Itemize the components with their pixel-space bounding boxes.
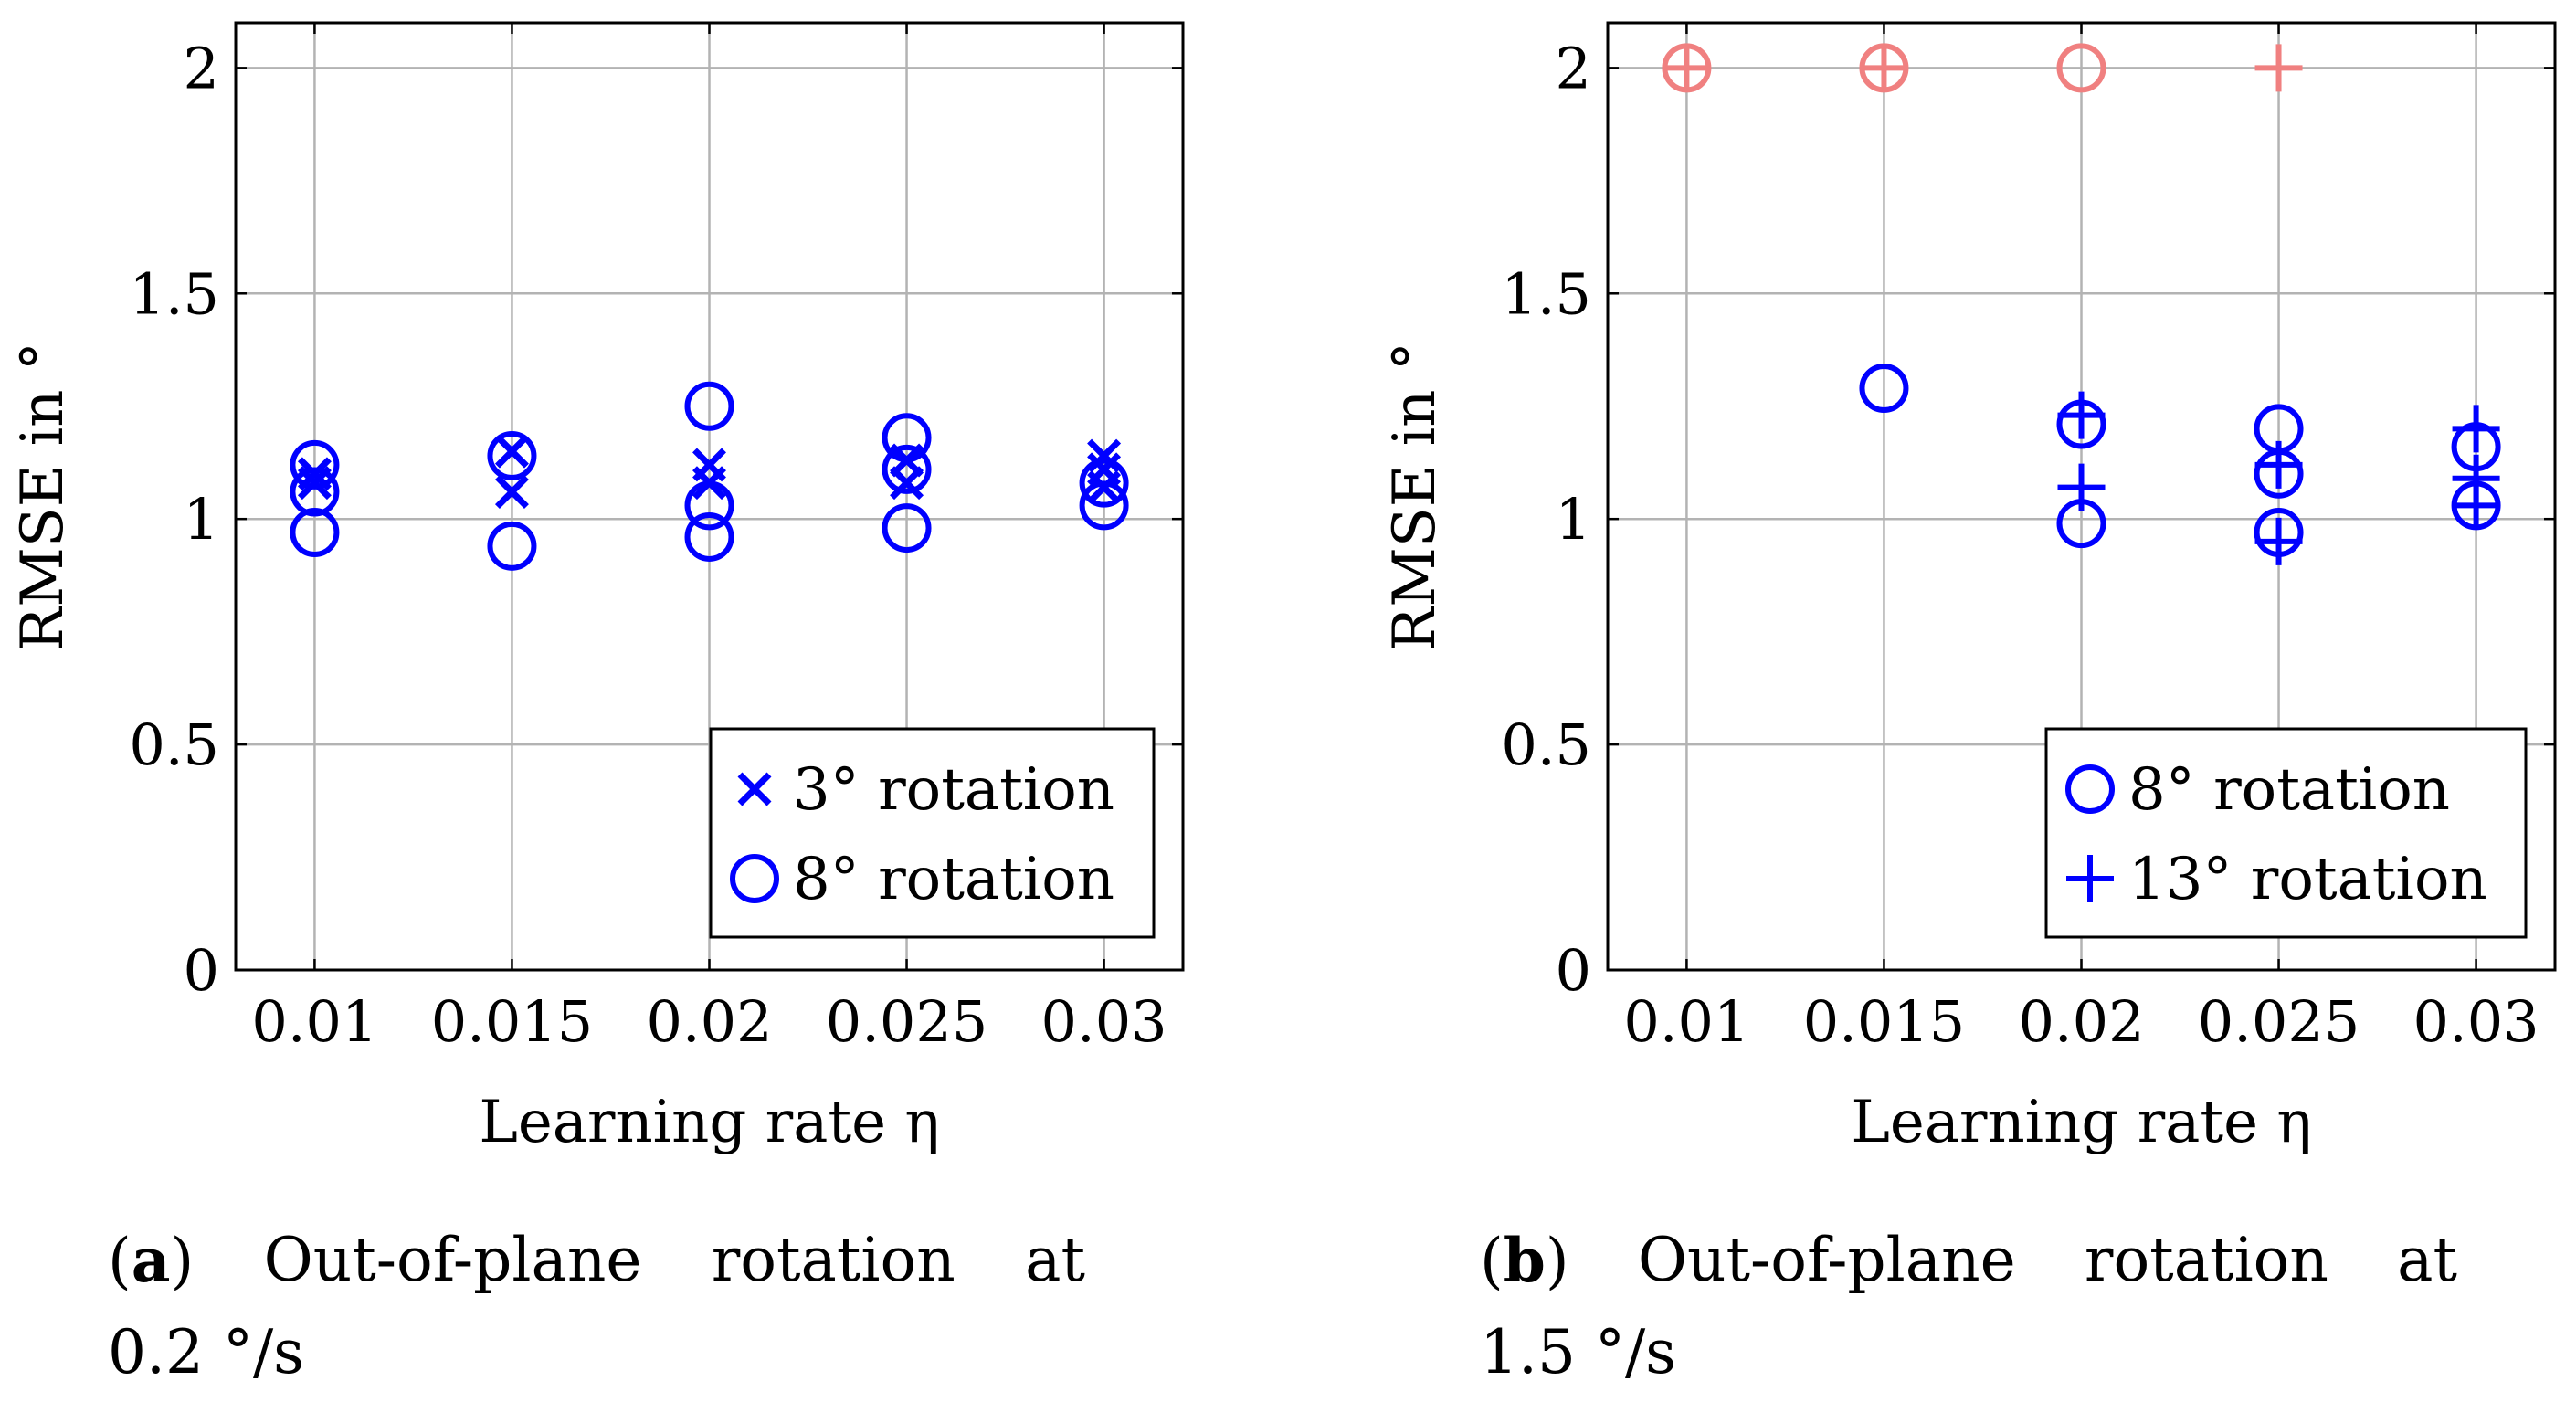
panel-b-y-tick-label: 0.5 [1501,712,1591,778]
panel-a-x-tick-label: 0.01 [251,988,377,1055]
panel-b-y-tick-label: 0 [1556,937,1591,1004]
panel-a-y-tick-label: 1.5 [129,260,219,327]
panel-a-data-point [1087,470,1122,505]
panel-b-data-point [2056,43,2106,93]
panel-b-x-tick-label: 0.02 [2018,988,2144,1055]
panel-a-caption-line2: 0.2 °/s [108,1317,305,1387]
panel-a-data-point [487,521,537,571]
panel-b-x-tick-label: 0.025 [2198,988,2360,1055]
panel-b-y-tick-label: 1.5 [1501,260,1591,327]
panel-b-data-point [2452,405,2500,453]
panel-b-x-tick-label: 0.03 [2413,988,2539,1055]
panel-b-chart: 0.01 0.015 0.02 0.025 0.03 0 0.5 1 1.5 2 Learning … [1381,21,2557,1156]
panel-a-caption-tag: (a) [108,1225,195,1296]
panel-b-data-point [1859,363,1909,413]
panel-a-legend-label: 8° rotation [793,846,1114,913]
panel-b-x-axis-label: Learning rate η [1851,1089,2311,1156]
panel-a-x-tick-label: 0.02 [646,988,772,1055]
panel-b-data-point [2254,440,2303,489]
panel-a-data-point [1079,480,1129,531]
panel-b-data-point [2057,463,2106,511]
panel-b-y-tick-label: 2 [1556,35,1591,101]
panel-a-x-tick-label: 0.03 [1041,988,1167,1055]
panel-a-data-point [684,381,734,431]
panel-b-caption-word: rotation [2084,1225,2328,1295]
panel-a-data-point [487,431,537,481]
panel-a-chart: 0.01 0.015 0.02 0.025 0.03 0 0.5 1 1.5 2 Learning … [9,21,1185,1156]
panel-a-legend-box [709,727,1156,939]
panel-b-y-tick-label: 1 [1556,486,1591,553]
panel-a-legend-marker [730,854,779,903]
panel-a-legend-label: 3° rotation [793,756,1114,824]
panel-a-data-point [1079,458,1129,508]
panel-a-data-point [290,439,340,490]
panel-b-data-point [1663,44,1711,92]
panel-a-data-point [882,413,932,463]
panel-b-legend-label: 13° rotation [2128,846,2487,913]
panel-a-x-tick-label: 0.015 [431,988,594,1055]
panel-a-y-tick-label: 1 [184,486,219,553]
panel-a-data-point [290,467,340,517]
panel-b-data-point [2254,517,2303,565]
panel-a-x-tick-label: 0.025 [826,988,988,1055]
panel-b-legend-marker [2065,764,2115,814]
panel-b-data-point [2452,481,2500,530]
panel-a-data-point [684,480,734,531]
panel-b-legend-label: 8° rotation [2128,756,2450,824]
panel-a-y-axis-label: RMSE in ° [9,342,77,651]
panel-b-data-point [1860,44,1908,92]
panel-b-data-point [2057,391,2106,439]
panel-b-caption-word: at [2397,1225,2457,1295]
panel-a-data-point [882,444,932,494]
panel-a-data-point [494,434,529,469]
panel-a-legend-marker [737,772,772,806]
panel-b-caption-word: Out-of-plane [1637,1225,2016,1295]
panel-a-caption-word: Out-of-plane [263,1225,642,1295]
panel-a-data-point [290,508,340,558]
panel-b-caption-tag: (b) [1480,1225,1569,1296]
panel-b-legend-marker [2066,855,2114,902]
panel-b-legend-box [2044,727,2528,939]
panel-a-caption-word: rotation [711,1225,955,1295]
panel-a-y-tick-label: 2 [184,35,219,101]
panel-b-x-tick-label: 0.01 [1623,988,1749,1055]
panel-a-data-point [684,511,734,562]
panel-a-data-point [890,466,924,501]
panel-a-caption: (a) Out-of-plane rotation at 0.2 °/s [108,1215,1085,1398]
panel-a-data-point [882,503,932,553]
panel-b-y-axis-label: RMSE in ° [1381,342,1449,651]
panel-b-x-tick-label: 0.015 [1803,988,1966,1055]
panel-a-y-tick-label: 0 [184,937,219,1004]
panel-b-caption: (b) Out-of-plane rotation at 1.5 °/s [1480,1215,2457,1398]
panel-a-y-tick-label: 0.5 [129,712,219,778]
panel-a-data-point [494,475,529,510]
panel-a-x-axis-label: Learning rate η [479,1089,939,1156]
panel-a-caption-word: at [1025,1225,1085,1295]
panel-b-data-point [2254,44,2303,92]
panel-b-caption-line2: 1.5 °/s [1480,1317,1677,1387]
